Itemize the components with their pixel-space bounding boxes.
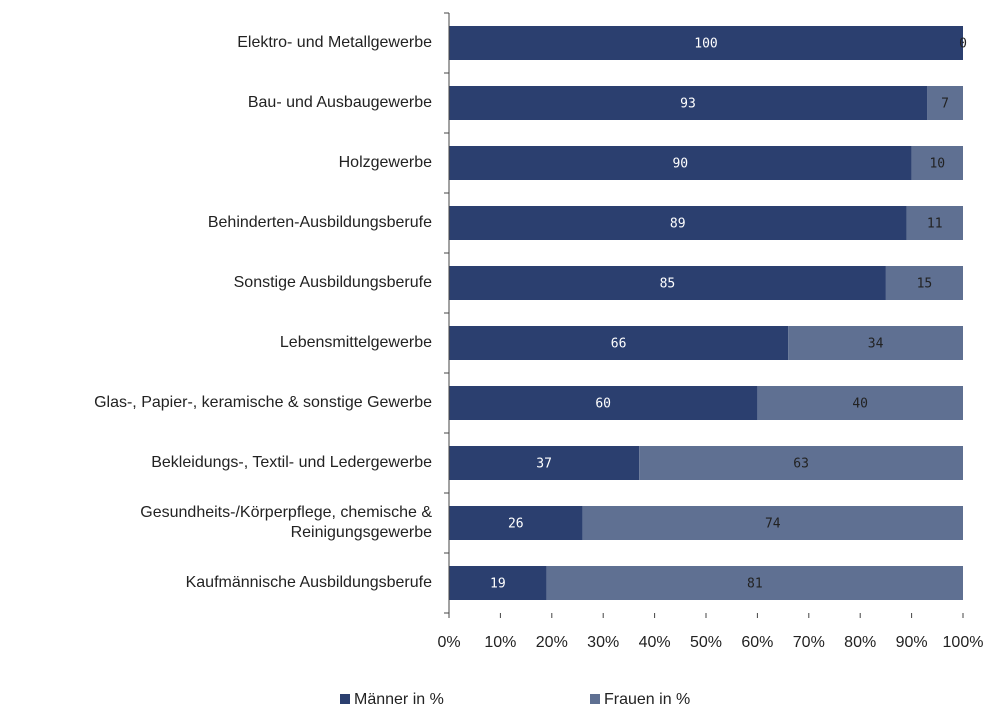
x-tick-label: 100% [943, 634, 984, 651]
data-label: 34 [868, 337, 884, 352]
x-tick-label: 60% [741, 634, 773, 651]
data-label: 60 [595, 397, 611, 412]
x-tick-label: 0% [437, 634, 460, 651]
bar-segment [757, 386, 963, 420]
legend-label: Frauen in % [604, 691, 690, 708]
x-tick-label: 50% [690, 634, 722, 651]
x-tick-label: 70% [793, 634, 825, 651]
data-label: 90 [672, 157, 688, 172]
bar-segment [449, 146, 912, 180]
x-tick-label: 80% [844, 634, 876, 651]
category-label: Lebensmittelgewerbe [279, 334, 432, 351]
data-label: 40 [852, 397, 868, 412]
data-label: 26 [508, 517, 524, 532]
bar-segment [927, 86, 963, 120]
x-tick-label: 20% [536, 634, 568, 651]
legend-swatch [590, 694, 600, 704]
bar-segment [449, 206, 907, 240]
data-label: 19 [490, 577, 506, 592]
x-tick-label: 10% [484, 634, 516, 651]
bar-segment [582, 506, 963, 540]
category-label: Glas-, Papier-, keramische & sonstige Ge… [94, 394, 432, 411]
bar-segment [449, 386, 758, 420]
bar-segment [449, 446, 640, 480]
category-label: Holzgewerbe [338, 154, 432, 171]
data-label: 89 [670, 217, 686, 232]
category-label: Gesundheits-/Körperpflege, chemische & R… [140, 504, 432, 541]
data-label: 100 [694, 37, 717, 52]
data-label: 93 [680, 97, 696, 112]
data-label: 0 [959, 37, 967, 52]
bar-segment [449, 86, 928, 120]
data-label: 11 [927, 217, 943, 232]
category-label: Kaufmännische Ausbildungsberufe [185, 574, 432, 591]
category-label: Behinderten-Ausbildungsberufe [207, 214, 432, 231]
bar-segment [449, 26, 963, 60]
category-label: Sonstige Ausbildungsberufe [233, 274, 432, 291]
category-label: Bau- und Ausbaugewerbe [247, 94, 432, 111]
data-label: 66 [611, 337, 627, 352]
x-tick-label: 90% [896, 634, 928, 651]
bar-segment [639, 446, 963, 480]
data-label: 81 [747, 577, 763, 592]
data-label: 63 [793, 457, 809, 472]
bar-segment [449, 266, 886, 300]
bar-segment [911, 146, 963, 180]
data-label: 85 [660, 277, 676, 292]
bar-segment [885, 266, 963, 300]
bar-segment [449, 326, 789, 360]
bar-segment [449, 566, 547, 600]
data-label: 37 [536, 457, 552, 472]
legend-label: Männer in % [354, 691, 444, 708]
x-tick-label: 40% [639, 634, 671, 651]
legend-swatch [340, 694, 350, 704]
x-tick-label: 30% [587, 634, 619, 651]
data-label: 74 [765, 517, 781, 532]
bar-segment [788, 326, 963, 360]
bar-segment [546, 566, 963, 600]
data-label: 10 [929, 157, 945, 172]
data-label: 7 [941, 97, 949, 112]
bar-segment [906, 206, 963, 240]
bar-segment [449, 506, 583, 540]
category-label: Elektro- und Metallgewerbe [237, 34, 432, 51]
data-label: 15 [917, 277, 933, 292]
category-label: Bekleidungs-, Textil- und Ledergewerbe [151, 454, 432, 471]
